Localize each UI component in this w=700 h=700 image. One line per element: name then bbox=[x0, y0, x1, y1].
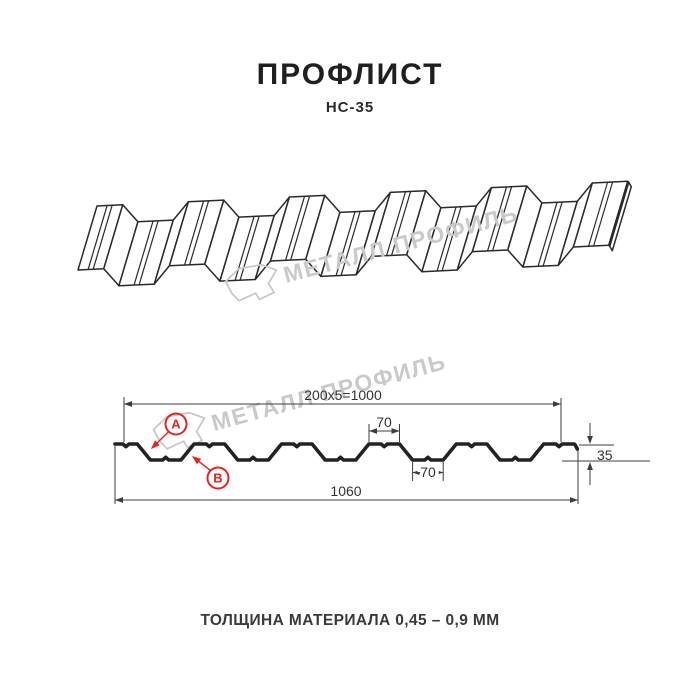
watermark-section: МЕТАЛЛ ПРОФИЛЬ bbox=[152, 348, 449, 450]
marker-b-circle bbox=[206, 466, 230, 490]
material-thickness-note: ТОЛЩИНА МАТЕРИАЛА 0,45 – 0,9 ММ bbox=[200, 612, 500, 629]
detail-markers: A B bbox=[151, 412, 230, 490]
marker-a-letter: A bbox=[171, 417, 181, 432]
brand-logo-icon bbox=[224, 263, 278, 302]
dimension-labels: 200x5=1000 70 70 1060 35 bbox=[304, 387, 613, 499]
marker-a-circle bbox=[164, 412, 188, 436]
marker-b-letter: B bbox=[213, 471, 222, 486]
dimension-lines bbox=[114, 397, 650, 504]
brand-logo-icon bbox=[152, 411, 206, 450]
dim-crest-width-label: 70 bbox=[376, 414, 392, 430]
profile-section-drawing: МЕТАЛЛ ПРОФИЛЬ 200x5=1000 70 70 1060 35 … bbox=[113, 348, 650, 504]
dim-height-label: 35 bbox=[597, 447, 613, 463]
corrugated-sheet-3d bbox=[77, 180, 633, 287]
dim-total-width-label: 1060 bbox=[330, 483, 361, 499]
section-profile-outline bbox=[113, 442, 580, 462]
dim-valley-width-label: 70 bbox=[420, 464, 436, 480]
dim-working-width-label: 200x5=1000 bbox=[304, 387, 382, 403]
page-title: ПРОФЛИСТ bbox=[256, 58, 444, 91]
profile-3d-drawing: МЕТАЛЛ ПРОФИЛЬ bbox=[77, 180, 633, 302]
product-model: НС-35 bbox=[325, 99, 375, 116]
